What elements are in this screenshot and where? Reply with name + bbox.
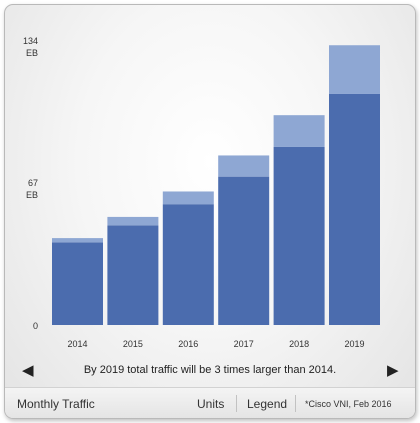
bar-segment-base[interactable] (273, 146, 325, 325)
x-tick-label: 2015 (123, 339, 143, 349)
bar-segment-base[interactable] (218, 176, 270, 325)
bar-segment-base[interactable] (162, 204, 214, 325)
x-tick-label: 2014 (67, 339, 87, 349)
units-button[interactable]: Units (197, 397, 225, 411)
y-tick-unit: EB (26, 48, 38, 58)
x-tick-label: 2018 (289, 339, 309, 349)
bar-segment-top[interactable] (329, 45, 380, 94)
previous-arrow-icon[interactable]: ◀ (22, 362, 34, 379)
y-tick-label: 0 (33, 321, 38, 331)
bar-segment-base[interactable] (107, 225, 159, 325)
divider (295, 395, 296, 412)
source-note: *Cisco VNI, Feb 2016 (305, 399, 392, 409)
caption-text: By 2019 total traffic will be 3 times la… (83, 364, 337, 376)
bar-segment-top[interactable] (218, 155, 270, 177)
bar-segment-base[interactable] (52, 242, 103, 325)
y-tick-label: 134 (23, 36, 38, 46)
bar-segment-top[interactable] (107, 216, 159, 226)
bar-segment-top[interactable] (52, 238, 103, 243)
x-tick-label: 2016 (178, 339, 198, 349)
bar-segment-top[interactable] (273, 115, 325, 147)
footer-title: Monthly Traffic (17, 397, 95, 411)
chart-panel: 134 EB 67 EB 0 2014 2015 2016 2017 2018 2019 ◀ By… (4, 4, 416, 419)
bar-chart: 134 EB 67 EB 0 2014 2015 2016 2017 2018 2019 (23, 36, 380, 349)
footer-bar: Monthly Traffic Units Legend *Cisco VNI,… (5, 387, 415, 418)
x-tick-label: 2019 (344, 339, 364, 349)
y-tick-unit: EB (26, 190, 38, 200)
divider (236, 395, 237, 412)
legend-button[interactable]: Legend (247, 397, 288, 411)
bar-segment-top[interactable] (162, 191, 214, 205)
caption-row: ◀ By 2019 total traffic will be 3 times … (5, 360, 415, 384)
next-arrow-icon[interactable]: ▶ (387, 362, 399, 379)
bar-segment-base[interactable] (329, 93, 380, 325)
y-tick-label: 67 (28, 178, 38, 188)
x-tick-label: 2017 (234, 339, 254, 349)
